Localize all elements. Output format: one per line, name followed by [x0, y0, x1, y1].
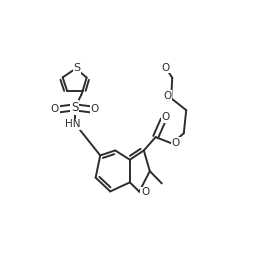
Text: S: S [74, 63, 80, 73]
Text: O: O [91, 104, 99, 114]
Text: O: O [164, 91, 172, 101]
Text: S: S [71, 101, 78, 114]
Text: HN: HN [65, 119, 80, 129]
Text: O: O [141, 188, 149, 197]
Text: O: O [162, 63, 170, 73]
Text: O: O [51, 104, 59, 114]
Text: O: O [162, 112, 170, 122]
Text: O: O [172, 138, 180, 148]
